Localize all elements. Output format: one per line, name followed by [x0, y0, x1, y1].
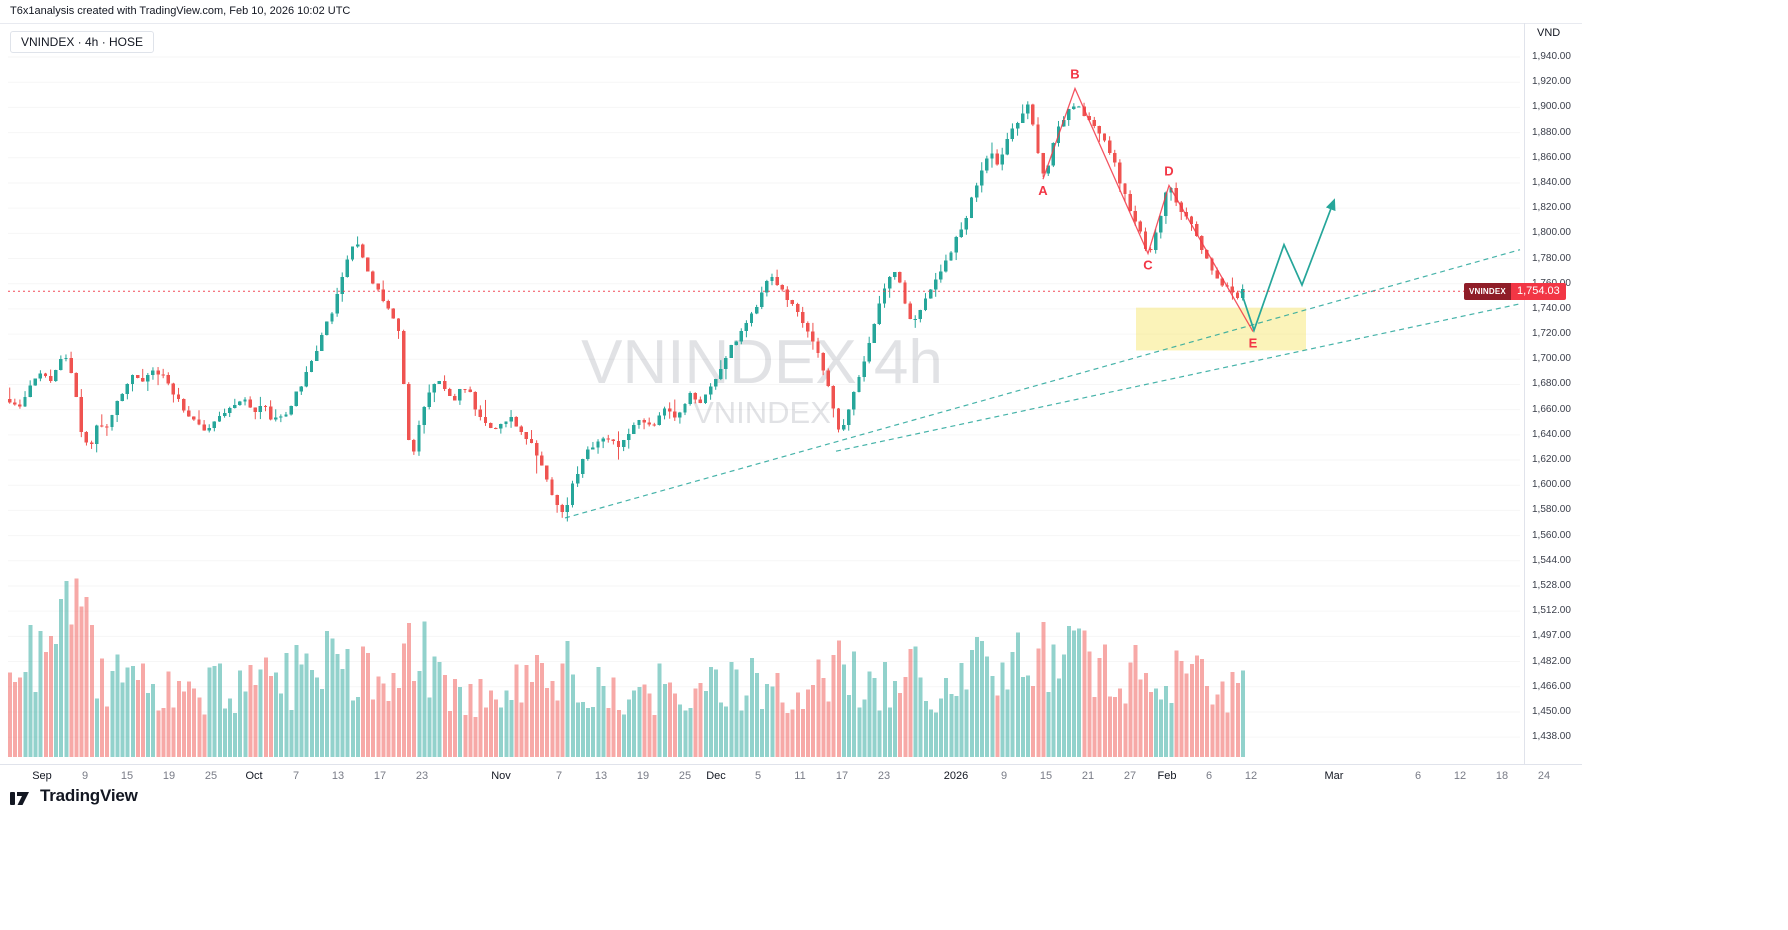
symbol-legend[interactable]: VNINDEX · 4h · HOSE — [10, 31, 155, 53]
time-axis-separator — [0, 764, 1582, 765]
price-axis-separator — [1524, 23, 1525, 765]
creator-note: T6x1analysis created with TradingView.co… — [10, 5, 351, 17]
tradingview-logo-icon — [10, 792, 29, 805]
volume-layer — [8, 578, 1245, 757]
last-price-symbol: VNINDEX — [1464, 282, 1511, 300]
wave-label-E: E — [1249, 336, 1258, 351]
highlight-zone-layer — [1136, 307, 1306, 351]
projection-layer — [1240, 198, 1336, 333]
candles-layer — [8, 101, 1245, 522]
wave-label-B: B — [1070, 66, 1079, 81]
wave-label-C: C — [1143, 257, 1153, 272]
price-axis-unit: VND — [1537, 27, 1561, 39]
last-price-value: 1,754.03 — [1510, 282, 1566, 300]
trendline-layer — [564, 249, 1521, 519]
wave-label-D: D — [1164, 163, 1173, 178]
legend-text: VNINDEX · 4h · HOSE — [21, 35, 144, 49]
elliott-wave-layer: A B C D E — [1038, 66, 1257, 350]
last-price-badge: VNINDEX 1,754.03 — [1464, 282, 1566, 300]
wave-label-A: A — [1038, 183, 1048, 198]
chart-top-border — [0, 23, 1582, 24]
tradingview-logo-text: TradingView — [40, 785, 138, 805]
grid-layer — [8, 56, 1520, 738]
tradingview-logo[interactable]: TradingView — [10, 785, 138, 806]
